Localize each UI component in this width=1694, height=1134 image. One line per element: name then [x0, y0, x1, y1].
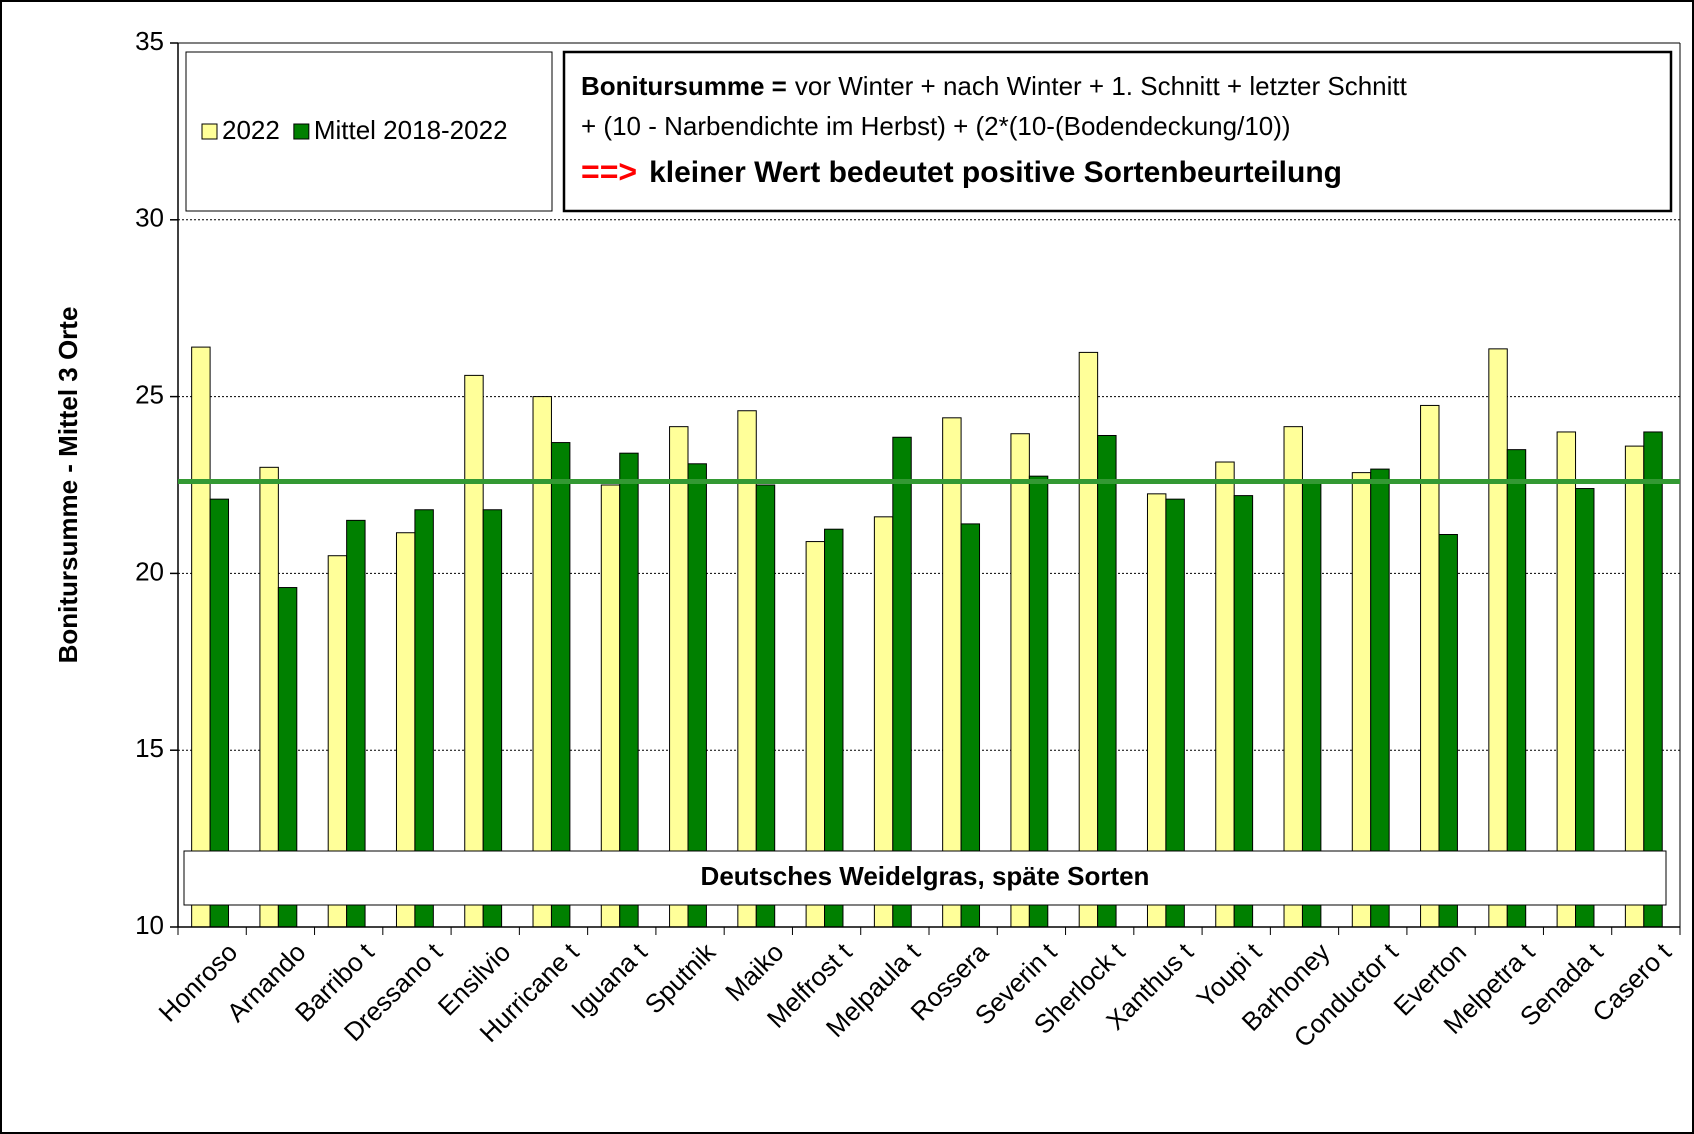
- annotation-term: Bonitursumme =: [581, 71, 787, 101]
- category-box-label: Deutsches Weidelgras, späte Sorten: [701, 861, 1150, 891]
- annotation-text: vor Winter + nach Winter + 1. Schnitt + …: [795, 71, 1408, 101]
- y-tick-label: 30: [135, 203, 164, 233]
- annotation-text: + (10 - Narbendichte im Herbst) + (2*(10…: [581, 111, 1291, 141]
- bar: [191, 346, 211, 928]
- bar: [1488, 348, 1508, 928]
- bar: [1078, 351, 1099, 928]
- bar: [532, 396, 552, 928]
- annotation-arrow: ==>: [581, 153, 637, 189]
- y-axis-label: Bonitursumme - Mittel 3 Orte: [53, 307, 83, 664]
- legend-box: [185, 51, 553, 212]
- category-box: [183, 850, 1667, 906]
- annotation-note: kleiner Wert bedeutet positive Sortenbeu…: [649, 156, 1342, 189]
- y-tick-label: 15: [135, 733, 164, 763]
- legend-label: Mittel 2018-2022: [314, 115, 508, 145]
- legend-swatch: [201, 123, 218, 140]
- annotation-box: [562, 50, 1673, 213]
- y-tick-label: 25: [135, 379, 164, 409]
- legend-swatch: [293, 123, 310, 140]
- bar: [464, 374, 484, 928]
- y-tick-label: 10: [135, 910, 164, 940]
- y-tick-label: 20: [135, 556, 164, 586]
- y-tick-label: 35: [135, 26, 164, 56]
- bar: [737, 410, 757, 928]
- legend-label: 2022: [222, 115, 280, 145]
